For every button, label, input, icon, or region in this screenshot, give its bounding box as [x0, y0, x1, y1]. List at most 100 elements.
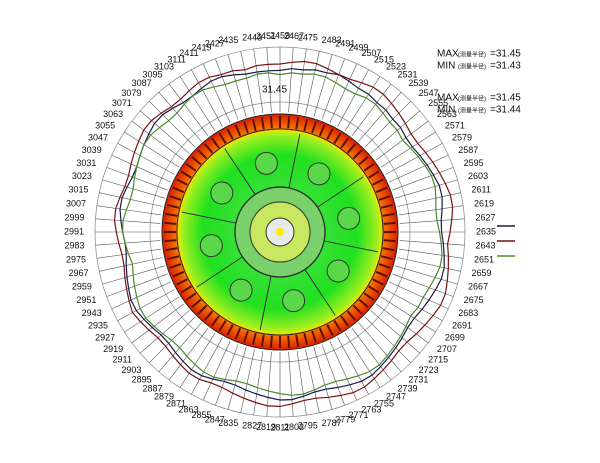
spoke	[240, 349, 255, 413]
arm	[324, 240, 379, 253]
tooth	[295, 117, 300, 130]
angle-label: 2419	[191, 43, 211, 53]
spoke	[106, 273, 168, 297]
fea-contour	[161, 113, 399, 351]
spoke	[370, 310, 421, 354]
spoke	[117, 143, 175, 175]
spoke	[148, 316, 196, 364]
hole	[307, 162, 331, 186]
spoke	[139, 310, 190, 354]
note-label: MAX	[437, 49, 459, 60]
spoke	[111, 281, 171, 310]
spoke	[321, 58, 345, 120]
angle-label: 3071	[112, 98, 132, 108]
angle-label: 2699	[445, 332, 465, 342]
spoke	[380, 296, 436, 333]
angle-label: 3023	[72, 171, 92, 181]
spoke	[131, 303, 185, 344]
tooth	[287, 335, 291, 348]
tooth	[340, 137, 349, 149]
angle-label: 2627	[476, 212, 496, 222]
tooth	[172, 270, 185, 278]
tooth	[375, 270, 388, 278]
angle-label: 2951	[76, 295, 96, 305]
spoke	[148, 100, 196, 148]
angle-label: 2499	[348, 43, 368, 53]
angle-label: 2999	[64, 212, 84, 222]
spoke	[392, 273, 454, 297]
tooth	[311, 330, 317, 343]
tooth	[383, 221, 396, 225]
angle-label: 2435	[218, 35, 238, 45]
spoke	[313, 347, 333, 410]
angle-label: 2835	[218, 418, 238, 428]
tooth	[165, 247, 178, 252]
tooth	[380, 203, 394, 209]
angle-label: 2887	[143, 383, 163, 393]
note-value: =31.44	[490, 105, 521, 116]
angle-label: 2475	[298, 32, 318, 42]
tooth	[180, 285, 192, 294]
hole	[199, 234, 223, 258]
spoke	[385, 143, 443, 175]
tooth	[363, 292, 375, 301]
spoke	[96, 248, 162, 259]
tooth	[326, 324, 334, 336]
tooth	[378, 263, 391, 269]
spoke	[95, 240, 161, 246]
arm	[181, 211, 236, 224]
tooth	[363, 163, 375, 172]
angle-label: 2983	[64, 240, 84, 250]
angle-label: 2523	[386, 61, 406, 71]
tooth	[180, 170, 192, 179]
note-label: MIN	[437, 105, 455, 116]
tooth	[185, 292, 197, 301]
angle-label: 2579	[452, 132, 472, 142]
tooth	[211, 137, 220, 149]
tooth	[166, 203, 180, 209]
arm	[304, 269, 336, 316]
spoke	[227, 347, 247, 410]
angle-label: 2927	[95, 332, 115, 342]
tooth	[375, 186, 388, 194]
tooth	[260, 117, 265, 130]
tooth	[333, 320, 342, 332]
spoke	[266, 47, 272, 113]
angle-label: 2903	[121, 365, 141, 375]
angle-label: 2779	[335, 414, 355, 424]
tooth	[203, 310, 214, 321]
spoke	[240, 51, 255, 115]
spoke	[106, 167, 168, 191]
angle-label: 3007	[66, 198, 86, 208]
angle-label: 2483	[322, 35, 342, 45]
tooth	[269, 116, 273, 129]
spoke	[158, 91, 202, 142]
spoke	[117, 289, 175, 321]
spoke	[389, 281, 449, 310]
spoke	[95, 218, 161, 224]
tooth	[269, 335, 273, 348]
arm	[196, 256, 243, 288]
tooth	[203, 143, 214, 154]
tooth	[191, 298, 202, 309]
tooth	[303, 118, 309, 132]
spoke	[344, 76, 381, 132]
angle-label: 2819	[256, 422, 276, 432]
tooth	[191, 155, 202, 166]
angle-label: 2595	[464, 158, 484, 168]
tooth	[166, 255, 180, 261]
spoke	[364, 100, 412, 148]
hole	[254, 151, 278, 175]
angle-label: 3031	[76, 158, 96, 168]
angle-label: 2515	[374, 54, 394, 64]
hole	[229, 278, 253, 302]
tooth	[358, 298, 369, 309]
tooth	[226, 324, 234, 336]
tooth	[251, 332, 257, 346]
note-sub: (测量半径)	[458, 107, 486, 115]
angle-label: 3015	[68, 185, 88, 195]
spoke	[131, 120, 185, 161]
angle-label: 2943	[82, 308, 102, 318]
angle-label: 2723	[419, 365, 439, 375]
